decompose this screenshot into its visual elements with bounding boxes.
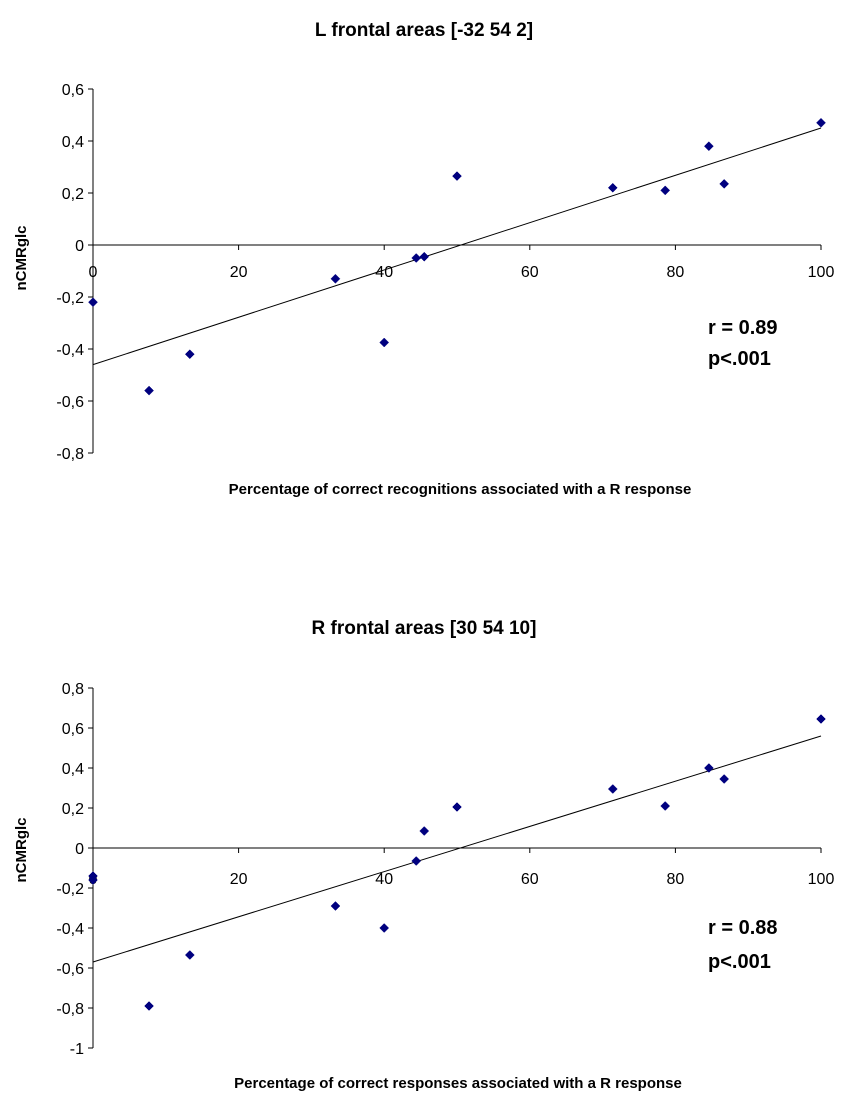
x-tick-label: 40 (375, 871, 393, 888)
y-axis-label: nCMRglc (13, 818, 30, 883)
y-tick-label: -0,4 (56, 342, 84, 359)
y-tick-label: -0,4 (56, 921, 84, 938)
y-tick-label: -0,8 (56, 1001, 84, 1018)
chart-title: R frontal areas [30 54 10] (312, 618, 537, 639)
data-point (144, 385, 154, 396)
y-tick-label: 0,4 (62, 761, 84, 778)
data-point (330, 901, 341, 911)
data-point (607, 784, 618, 794)
data-point (660, 801, 671, 811)
correlation-label: r = 0.89 (708, 317, 778, 339)
data-point (379, 923, 390, 933)
correlation-label: r = 0.88 (708, 917, 778, 939)
y-tick-label: 0,6 (62, 721, 84, 738)
y-axis-label: nCMRglc (13, 226, 30, 291)
chart-r-frontal: R frontal areas [30 54 10] nCMRglc Perce… (13, 618, 834, 1092)
data-point (452, 802, 462, 812)
data-point (419, 251, 430, 262)
y-tick-label: 0 (75, 841, 84, 858)
data-point (607, 182, 618, 193)
y-tick-label: -0,6 (56, 394, 84, 411)
y-tick-label: -0,6 (56, 961, 84, 978)
data-point (88, 297, 98, 308)
data-point (144, 1001, 154, 1011)
y-tick-label: 0,4 (62, 134, 84, 151)
data-point (184, 349, 195, 360)
data-point (719, 774, 730, 784)
data-point (419, 826, 430, 836)
data-point (330, 273, 341, 284)
x-tick-label: 80 (667, 264, 685, 281)
data-point (411, 253, 422, 263)
data-point (88, 875, 98, 885)
data-point (719, 179, 730, 189)
trendline (92, 735, 822, 963)
x-tick-label: 20 (230, 264, 248, 281)
x-tick-label: 100 (808, 264, 835, 281)
x-axis-label: Percentage of correct recognitions assoc… (229, 481, 692, 498)
chart-l-frontal: L frontal areas [-32 54 2] nCMRglc Perce… (13, 20, 834, 498)
data-point (704, 141, 714, 152)
data-point (411, 856, 422, 866)
chart-title: L frontal areas [-32 54 2] (315, 20, 533, 41)
data-point (379, 337, 390, 348)
data-point (452, 171, 462, 181)
trendline (92, 127, 822, 366)
x-tick-label: 0 (89, 264, 98, 281)
x-axis-label: Percentage of correct responses associat… (234, 1075, 682, 1092)
y-tick-label: 0,6 (62, 82, 84, 99)
y-tick-label: 0 (75, 238, 84, 255)
data-point (816, 117, 826, 128)
data-point (184, 950, 195, 960)
x-tick-label: 80 (667, 871, 685, 888)
x-tick-label: 100 (808, 871, 835, 888)
x-tick-label: 60 (521, 264, 539, 281)
y-tick-label: -1 (70, 1041, 84, 1058)
y-tick-label: 0,2 (62, 186, 84, 203)
p-value-label: p<.001 (708, 348, 771, 370)
data-point (660, 185, 671, 196)
data-point (704, 763, 714, 773)
y-tick-label: 0,2 (62, 801, 84, 818)
p-value-label: p<.001 (708, 951, 771, 973)
data-point (816, 714, 826, 724)
y-tick-label: -0,2 (56, 290, 84, 307)
x-tick-label: 60 (521, 871, 539, 888)
y-tick-label: -0,8 (56, 446, 84, 463)
y-tick-label: -0,2 (56, 881, 84, 898)
x-tick-label: 20 (230, 871, 248, 888)
y-tick-label: 0,8 (62, 681, 84, 698)
